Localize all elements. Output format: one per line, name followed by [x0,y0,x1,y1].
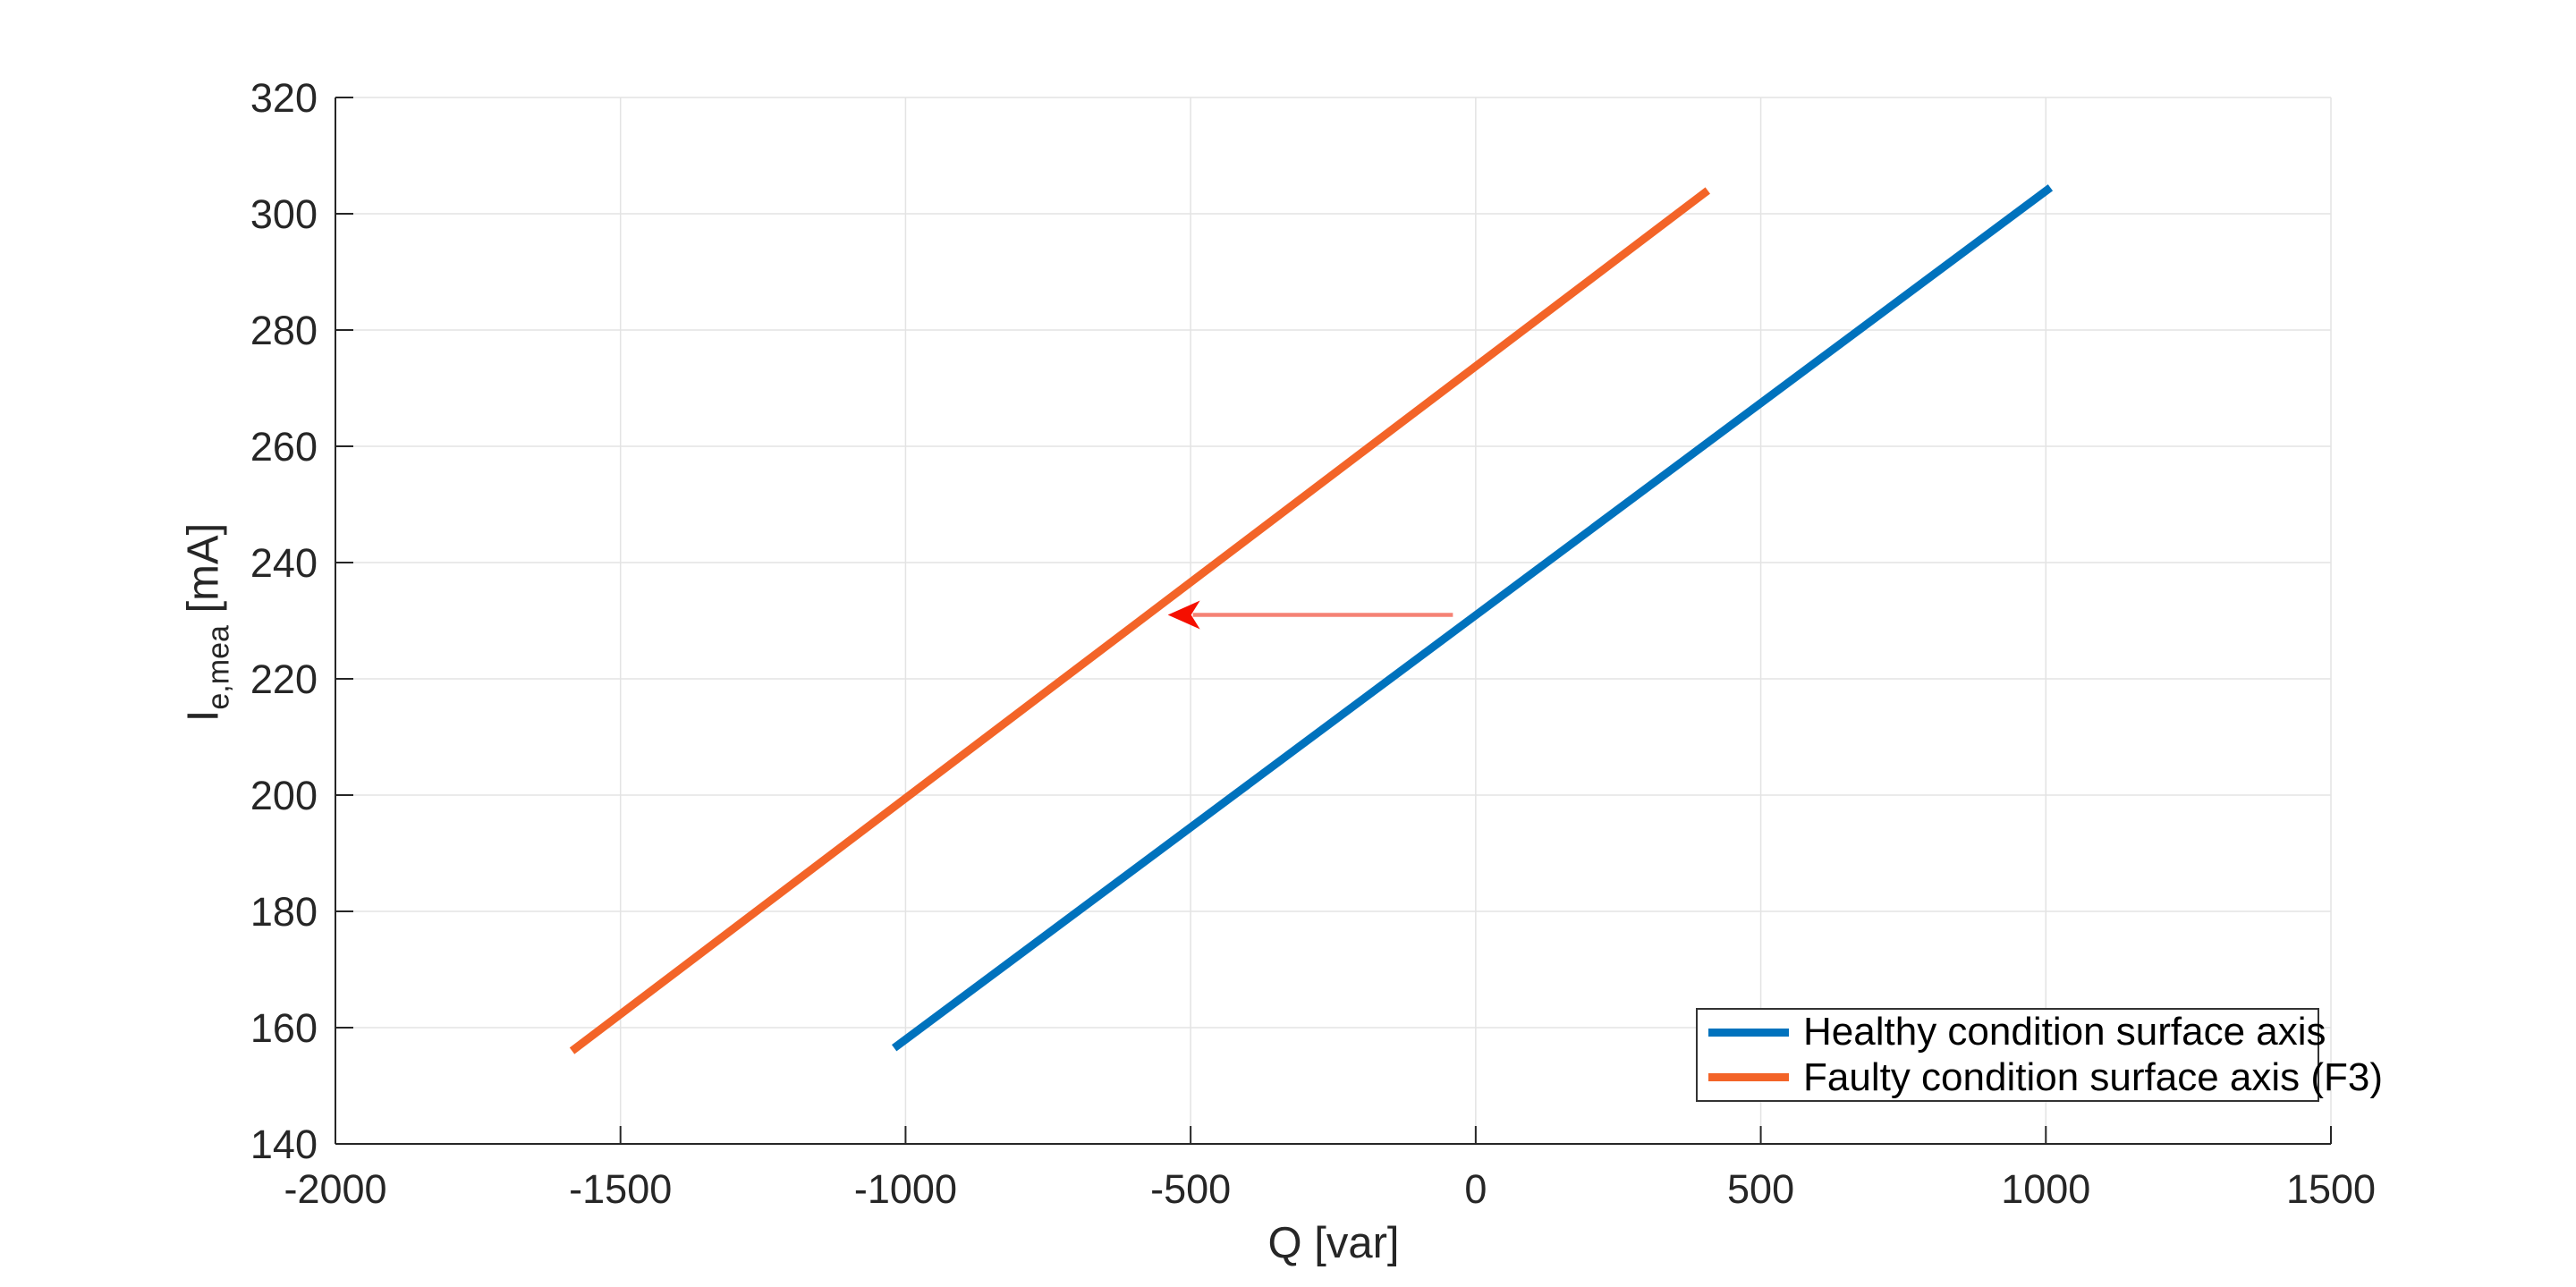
y-tick-label: 140 [250,1122,318,1167]
legend-label-faulty: Faulty condition surface axis (F3) [1803,1054,2384,1099]
y-axis-label: Ie,mea [mA] [179,523,237,722]
y-tick-label: 200 [250,773,318,818]
y-tick-label: 320 [250,75,318,121]
legend: Healthy condition surface axis Faulty co… [1696,1008,2383,1102]
y-tick-label: 180 [250,889,318,935]
series-line-0 [891,184,2054,1052]
y-axis-label-unit: [mA] [179,522,228,626]
shift-arrow-head [1167,600,1200,630]
y-axis-label-main: I [179,709,228,723]
legend-line-swatch-healthy [1708,1028,1789,1037]
y-tick-label: 260 [250,424,318,470]
x-tick-label: -1500 [569,1166,672,1212]
y-tick-label: 220 [250,656,318,702]
y-tick-label: 280 [250,308,318,353]
y-tick-label: 160 [250,1005,318,1051]
legend-line-swatch-faulty [1708,1073,1789,1082]
x-tick-label: -500 [1150,1166,1231,1212]
x-tick-label: 500 [1727,1166,1794,1212]
x-axis-label: Q [var] [1267,1219,1400,1267]
legend-label-healthy: Healthy condition surface axis [1803,1010,2326,1054]
y-axis-label-subscript: e,mea [201,625,236,710]
y-tick-label: 240 [250,540,318,586]
legend-item-healthy: Healthy condition surface axis [1698,1010,2326,1054]
x-tick-label: 1500 [2286,1166,2376,1212]
y-tick-label: 300 [250,191,318,237]
series-line-1 [569,187,1711,1054]
x-tick-label: 0 [1464,1166,1487,1212]
legend-item-faulty: Faulty condition surface axis (F3) [1698,1055,2383,1100]
x-tick-label: 1000 [2001,1166,2090,1212]
x-tick-label: -1000 [854,1166,957,1212]
x-tick-label: -2000 [284,1166,386,1212]
